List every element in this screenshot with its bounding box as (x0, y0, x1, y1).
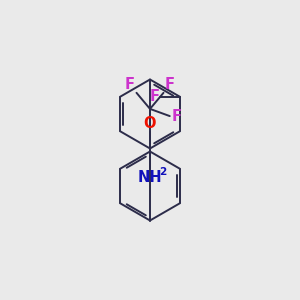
Text: F: F (171, 109, 181, 124)
Text: F: F (125, 77, 135, 92)
Text: 2: 2 (159, 167, 166, 177)
Text: O: O (144, 116, 156, 131)
Text: F: F (149, 89, 159, 104)
Text: NH: NH (138, 169, 162, 184)
Text: F: F (165, 77, 175, 92)
